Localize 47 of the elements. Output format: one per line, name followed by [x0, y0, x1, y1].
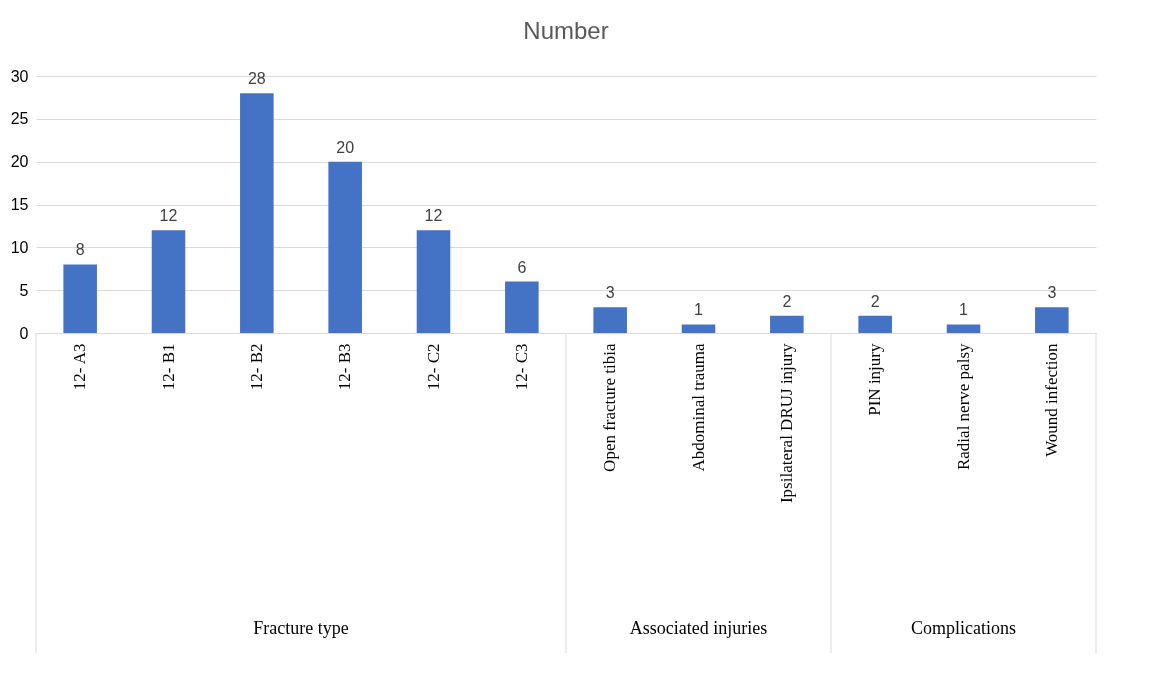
- y-tick-label: 30: [10, 67, 29, 85]
- y-tick-label: 15: [10, 196, 29, 213]
- y-tick-label: 10: [10, 238, 29, 256]
- data-label: 1: [959, 301, 969, 319]
- bar: [858, 315, 892, 333]
- data-label: 28: [247, 70, 266, 88]
- y-tick-label: 5: [19, 281, 29, 299]
- x-tick-label: Open fracture tibia: [600, 343, 620, 472]
- x-tick-label: Wound infection: [1041, 343, 1061, 457]
- data-label: 1: [694, 301, 704, 319]
- x-tick-label: 12- C3: [511, 343, 531, 391]
- data-label: 12: [424, 207, 443, 225]
- x-tick-label: 12- B1: [158, 343, 178, 391]
- x-tick-label: 12- B3: [335, 343, 355, 391]
- text: Associated injuries: [629, 618, 768, 638]
- x-tick-label: 12- A3: [70, 343, 90, 391]
- data-label: 2: [782, 292, 792, 310]
- bar: [681, 324, 716, 333]
- text: Fracture type: [253, 618, 349, 638]
- data-label: 2: [870, 292, 880, 310]
- data-label: 3: [1047, 284, 1057, 302]
- data-label: 20: [336, 138, 355, 156]
- bar: [151, 230, 186, 333]
- bar: [240, 93, 274, 333]
- data-label: 6: [517, 258, 527, 276]
- x-tick-label: 12- C2: [423, 343, 443, 391]
- data-label: 8: [75, 241, 85, 259]
- text: Complications: [911, 618, 1016, 638]
- bar: [946, 324, 981, 333]
- y-tick-label: 25: [10, 110, 29, 128]
- bar: [770, 315, 804, 333]
- bar: [328, 161, 362, 333]
- data-label: 12: [159, 207, 178, 225]
- x-tick-label: Radial nerve palsy: [953, 343, 973, 471]
- bar: [63, 264, 97, 333]
- bar: [416, 230, 451, 333]
- bar: [505, 281, 539, 333]
- x-tick-label: PIN injury: [865, 343, 885, 416]
- bar: [593, 307, 627, 333]
- bar: [1035, 307, 1069, 333]
- x-tick-label: 12- B2: [246, 343, 266, 391]
- y-tick-label: 20: [10, 153, 29, 171]
- chart-title: Number: [523, 17, 609, 44]
- y-tick-label: 0: [19, 324, 29, 342]
- x-tick-label: Abdominal trauma: [688, 343, 708, 472]
- x-tick-label: Ipsilateral DRUJ injury: [776, 343, 796, 504]
- data-label: 3: [605, 284, 615, 302]
